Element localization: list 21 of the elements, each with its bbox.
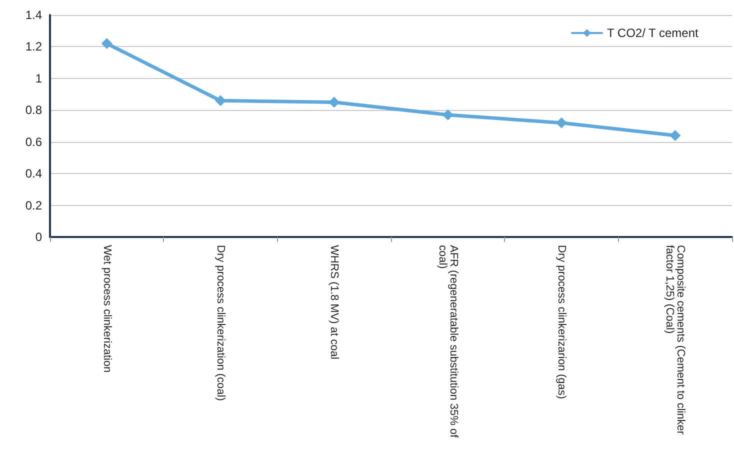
y-tick-label: 0.8 <box>25 103 42 118</box>
legend-label: T CO2/ T cement <box>606 26 700 40</box>
x-tick-label: Wet process clinkerization <box>100 245 113 373</box>
x-tick-label: Dry process clinkerizarion (gas) <box>556 245 568 400</box>
point <box>442 109 454 120</box>
x-tick-label: WHRS (1.8 MV) at coal <box>328 245 340 360</box>
point <box>215 95 226 106</box>
x-tick-label: AFR (regeneratable substitution 35% of coal) <box>436 245 460 441</box>
y-tick-label: 1.4 <box>25 8 42 22</box>
point <box>101 38 112 50</box>
point <box>556 117 567 128</box>
y-tick-label: 0.6 <box>25 134 42 149</box>
y-tick-label: 0.4 <box>25 166 42 181</box>
x-tick-label: Dry process clinkerization (coal) <box>214 245 226 401</box>
point <box>328 96 340 108</box>
y-tick-label: 0.2 <box>25 198 42 212</box>
point <box>670 130 681 142</box>
y-tick-label: 1 <box>35 71 42 86</box>
y-tick-label: 0 <box>35 230 42 244</box>
x-tick-label: Composite cements (Cement to clinker factor 1,25) (Coal) <box>664 245 687 438</box>
y-tick-label: 1.2 <box>25 40 42 54</box>
